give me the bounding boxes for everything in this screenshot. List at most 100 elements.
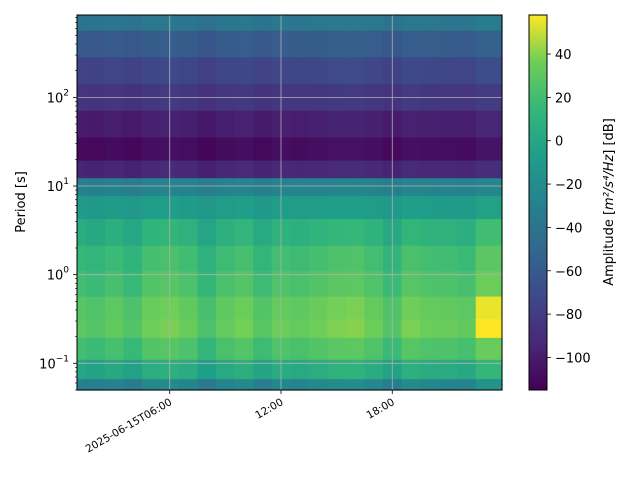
heat-cell	[345, 379, 366, 391]
heat-cell	[86, 30, 106, 58]
heat-cell	[123, 296, 143, 320]
heat-cell	[123, 318, 143, 339]
heat-cell	[420, 195, 440, 220]
heat-cell	[77, 219, 87, 247]
heat-cell	[86, 359, 106, 380]
heat-cell	[216, 30, 236, 58]
heat-cell	[438, 110, 458, 139]
heat-cell	[86, 195, 106, 220]
heat-cell	[327, 110, 347, 139]
plot-frame	[76, 14, 503, 391]
heat-cell	[364, 137, 384, 162]
heat-cell	[364, 296, 384, 320]
heat-cell	[253, 219, 273, 247]
heat-cell	[308, 296, 328, 320]
heat-cell	[216, 178, 236, 197]
heat-cell	[253, 110, 273, 139]
heat-cell	[457, 337, 477, 361]
heat-cell	[364, 271, 384, 298]
heat-cell	[345, 271, 366, 298]
colorbar-tick-label: 0	[555, 135, 563, 150]
heat-cell	[104, 296, 124, 320]
heat-cell	[141, 195, 162, 220]
heat-cell	[475, 195, 503, 220]
heat-cell	[364, 57, 384, 85]
heat-cell	[179, 359, 199, 380]
heat-cell	[86, 178, 106, 197]
heat-cell	[141, 245, 162, 272]
heat-cell	[420, 178, 440, 197]
heat-cell	[253, 30, 273, 58]
heat-cell	[234, 137, 254, 162]
heat-cell	[401, 296, 421, 320]
heat-cell	[141, 160, 162, 179]
heat-cell	[364, 379, 384, 391]
heat-cell	[234, 337, 254, 361]
heat-cell	[475, 57, 503, 85]
heat-cell	[77, 15, 87, 32]
heat-cell	[179, 318, 199, 339]
heat-cell	[77, 337, 87, 361]
heat-cell	[457, 379, 477, 391]
heat-cell	[234, 30, 254, 58]
heat-cell	[77, 178, 87, 197]
heat-cell	[308, 219, 328, 247]
heat-cell	[475, 337, 503, 361]
heat-cell	[216, 57, 236, 85]
heat-cell	[327, 359, 347, 380]
heat-cell	[457, 195, 477, 220]
heat-cell	[457, 110, 477, 139]
heat-cell	[179, 160, 199, 179]
heat-cell	[364, 318, 384, 339]
heat-cell	[420, 271, 440, 298]
x-tick-label: 2025-06-15T06:00	[84, 396, 175, 455]
heat-cell	[438, 379, 458, 391]
heat-cell	[420, 160, 440, 179]
heat-cell	[86, 15, 106, 32]
heat-cell	[179, 337, 199, 361]
heat-cell	[401, 160, 421, 179]
heat-cell	[327, 160, 347, 179]
heat-cell	[438, 296, 458, 320]
heat-cell	[290, 271, 310, 298]
heat-cell	[475, 178, 503, 197]
heat-cell	[345, 359, 366, 380]
heat-cell	[141, 110, 162, 139]
heat-cell	[327, 296, 347, 320]
heat-cell	[438, 137, 458, 162]
heat-cell	[179, 195, 199, 220]
heat-cell	[420, 318, 440, 339]
heat-cell	[290, 160, 310, 179]
heat-cell	[327, 137, 347, 162]
colorbar-tick-label: 20	[555, 91, 572, 106]
heat-cell	[216, 337, 236, 361]
colorbar-ticks: 40 20 0 −20 −40 −60 −80 −100	[547, 48, 591, 366]
heat-cell	[253, 359, 273, 380]
heat-cell	[420, 379, 440, 391]
heat-cell	[475, 110, 503, 139]
heat-cell	[77, 137, 87, 162]
heat-cell	[345, 296, 366, 320]
heat-cell	[104, 137, 124, 162]
heat-cell	[216, 137, 236, 162]
heat-cell	[234, 359, 254, 380]
heat-cell	[364, 195, 384, 220]
heat-cell	[401, 15, 421, 32]
heat-cell	[86, 318, 106, 339]
heat-cell	[179, 30, 199, 58]
heat-cell	[216, 219, 236, 247]
heat-cell	[401, 178, 421, 197]
heat-cell	[86, 379, 106, 391]
heat-cell	[86, 57, 106, 85]
heat-cell	[345, 178, 366, 197]
heat-cell	[216, 160, 236, 179]
heat-cell	[401, 337, 421, 361]
heat-cell	[308, 178, 328, 197]
colorbar-tick-label: −80	[555, 308, 582, 323]
heat-cell	[141, 379, 162, 391]
heat-cell	[420, 30, 440, 58]
heat-cell	[216, 271, 236, 298]
heat-cell	[438, 318, 458, 339]
heat-cell	[457, 178, 477, 197]
heat-cell	[123, 178, 143, 197]
